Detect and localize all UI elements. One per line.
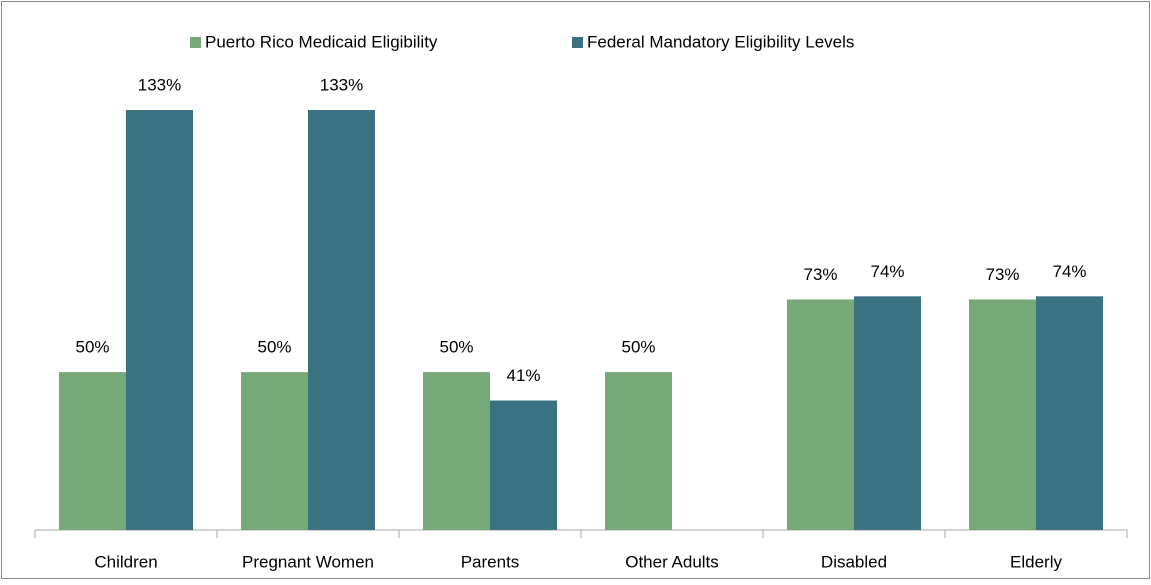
- bar: [1036, 296, 1103, 530]
- x-tick-label: Elderly: [1010, 552, 1062, 571]
- bar: [241, 372, 308, 530]
- x-tick-label: Other Adults: [625, 552, 719, 571]
- bar: [308, 110, 375, 530]
- value-label: 50%: [439, 338, 473, 357]
- value-label: 74%: [1052, 262, 1086, 281]
- legend-label: Puerto Rico Medicaid Eligibility: [205, 32, 438, 51]
- value-label: 73%: [803, 265, 837, 284]
- legend-swatch: [190, 37, 201, 48]
- value-label: 133%: [320, 75, 363, 94]
- value-label: 50%: [75, 338, 109, 357]
- value-label: 133%: [138, 75, 181, 94]
- bar: [854, 296, 921, 530]
- bar: [490, 400, 557, 530]
- value-label: 50%: [621, 338, 655, 357]
- value-label: 74%: [870, 262, 904, 281]
- bar: [605, 372, 672, 530]
- x-tick-label: Pregnant Women: [242, 552, 374, 571]
- bar: [969, 299, 1036, 530]
- value-label: 50%: [257, 338, 291, 357]
- bar: [787, 299, 854, 530]
- legend-swatch: [572, 37, 583, 48]
- value-label: 41%: [506, 366, 540, 385]
- bar: [126, 110, 193, 530]
- bar: [59, 372, 126, 530]
- x-tick-label: Disabled: [821, 552, 887, 571]
- bar: [423, 372, 490, 530]
- x-tick-label: Children: [94, 552, 157, 571]
- x-tick-label: Parents: [461, 552, 520, 571]
- legend-label: Federal Mandatory Eligibility Levels: [587, 32, 854, 51]
- value-label: 73%: [985, 265, 1019, 284]
